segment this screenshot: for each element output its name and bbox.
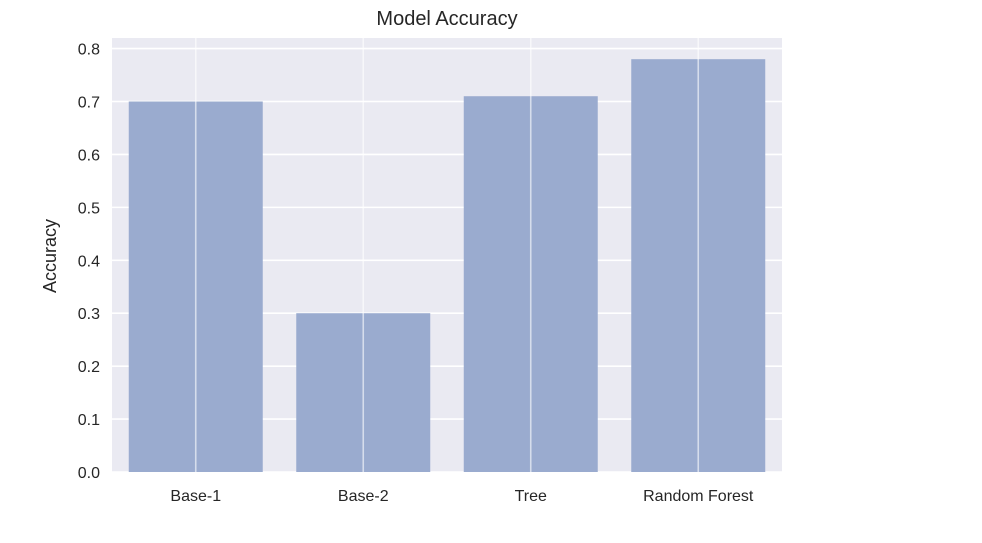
y-tick-label: 0.5 [78, 200, 100, 217]
y-tick-label: 0.6 [78, 147, 100, 164]
y-tick-label: 0.1 [78, 412, 100, 429]
y-tick-label: 0.8 [78, 42, 100, 59]
x-tick-label: Base-2 [338, 488, 389, 505]
y-tick-label: 0.7 [78, 95, 100, 112]
x-tick-labels: Base-1 Base-2 Tree Random Forest [170, 488, 754, 505]
y-tick-label: 0.4 [78, 253, 100, 270]
x-tick-label: Base-1 [170, 488, 221, 505]
bars [128, 38, 766, 473]
y-tick-labels: 0.0 0.1 0.2 0.3 0.4 0.5 0.6 0.7 0.8 [78, 42, 100, 482]
y-tick-label: 0.3 [78, 306, 100, 323]
y-tick-label: 0.2 [78, 359, 100, 376]
y-axis-label: Accuracy [40, 219, 60, 293]
y-tick-label: 0.0 [78, 465, 100, 482]
x-tick-label: Tree [515, 488, 547, 505]
chart-title: Model Accuracy [376, 8, 517, 30]
x-tick-label: Random Forest [643, 488, 754, 505]
